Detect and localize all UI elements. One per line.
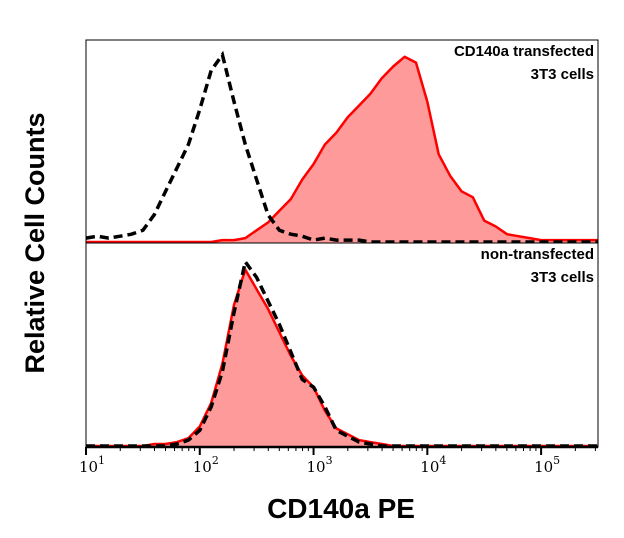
panel-annotation-line: non-transfected — [481, 246, 594, 263]
y-axis-label: Relative Cell Counts — [20, 112, 50, 373]
x-tick-label: 102 — [193, 454, 219, 476]
tick-exponent: 1 — [98, 454, 105, 467]
tick-exponent: 4 — [439, 454, 446, 467]
x-tick-label: 103 — [307, 454, 333, 476]
tick-base: 10 — [193, 458, 212, 476]
x-tick-label: 105 — [534, 454, 560, 476]
panel-background — [86, 243, 598, 447]
panel-annotation-line: CD140a transfected — [454, 43, 594, 60]
x-tick-label: 101 — [79, 454, 105, 476]
tick-exponent: 5 — [553, 454, 560, 467]
panel-2: non-transfected 3T3 cells — [85, 242, 599, 448]
tick-exponent: 3 — [326, 454, 333, 467]
panel-1: CD140a transfected 3T3 cells — [85, 39, 599, 244]
x-axis-label: CD140a PE — [267, 493, 415, 524]
histogram-fill-2-1 — [86, 269, 598, 447]
tick-base: 10 — [307, 458, 326, 476]
x-tick-label: 104 — [420, 454, 446, 476]
histogram-line-1-1 — [86, 55, 598, 244]
tick-exponent: 2 — [212, 454, 219, 467]
panel-annotation-line: 3T3 cells — [531, 66, 594, 83]
tick-base: 10 — [534, 458, 553, 476]
tick-base: 10 — [420, 458, 439, 476]
tick-base: 10 — [79, 458, 98, 476]
histogram-dashed-line-1-2 — [85, 50, 598, 244]
panel-annotation-line: 3T3 cells — [531, 269, 594, 286]
